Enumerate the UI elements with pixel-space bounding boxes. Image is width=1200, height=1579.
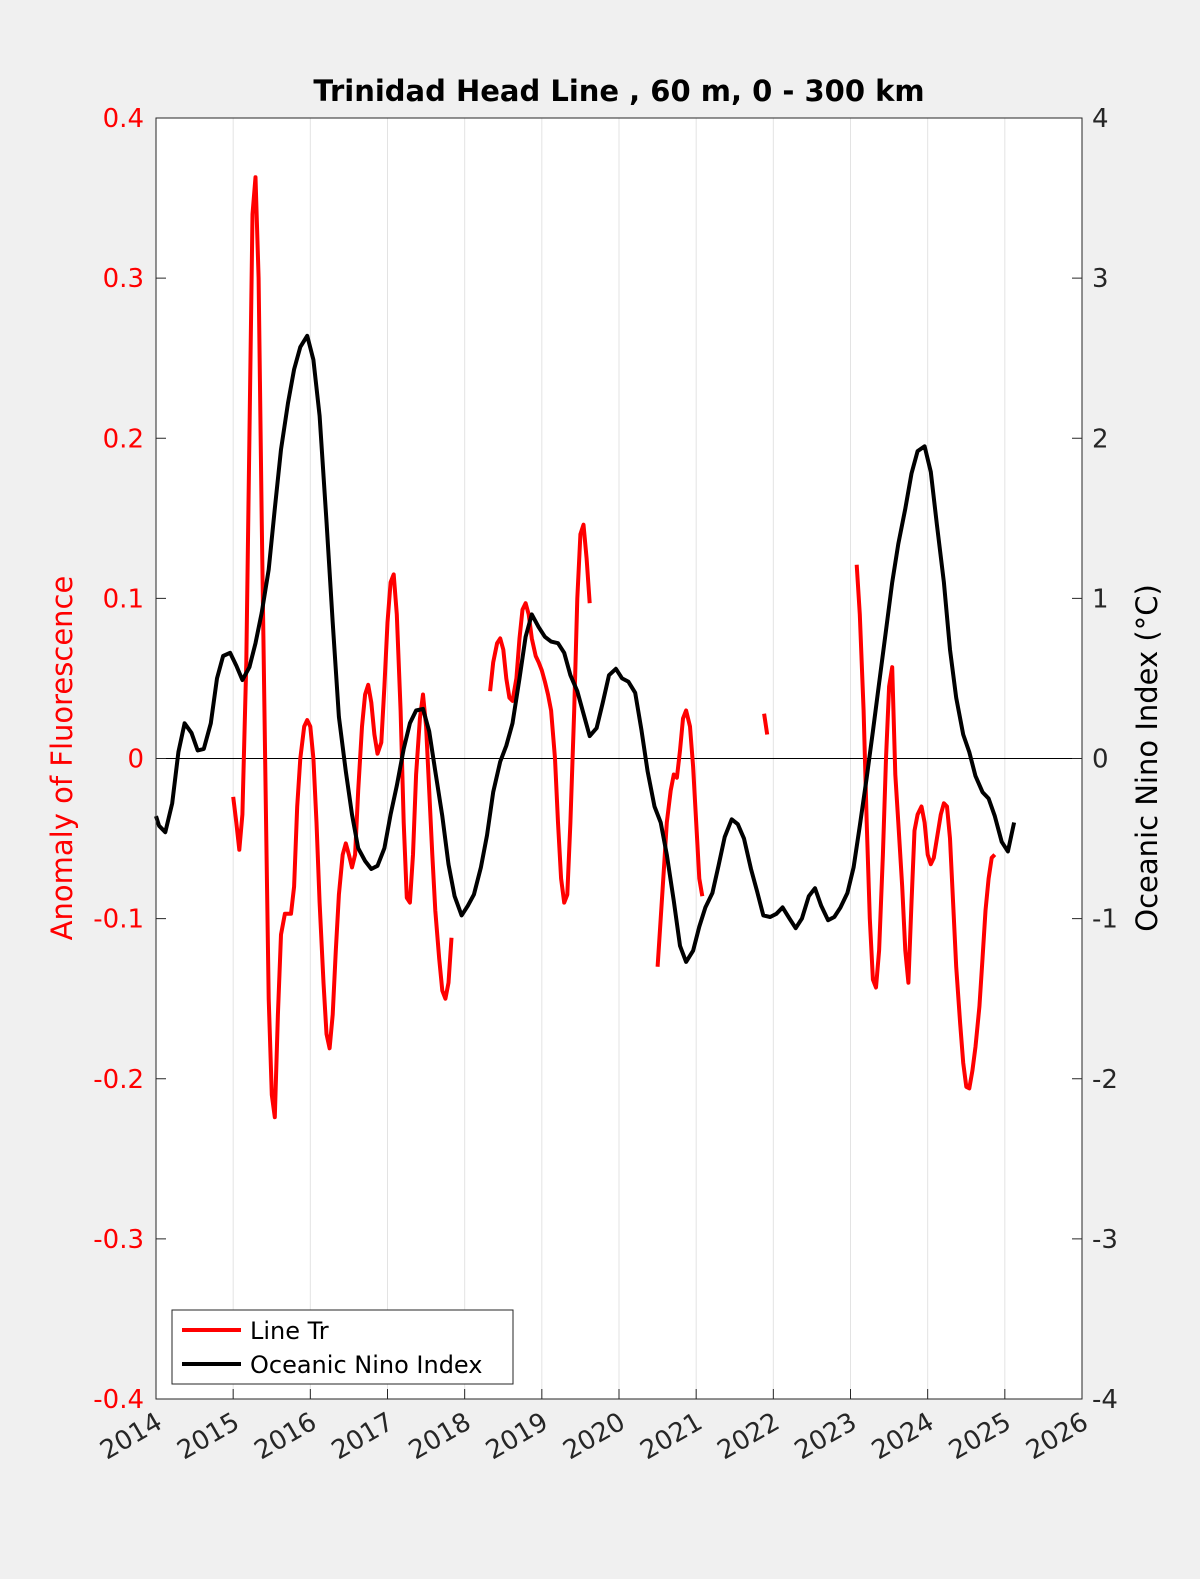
left-tick-label: 0.3 [103,264,144,294]
left-tick-label: 0.1 [103,584,144,614]
legend-label-oni: Oceanic Nino Index [250,1351,482,1379]
left-tick-label: 0 [127,745,144,775]
right-tick-label: 0 [1092,745,1109,775]
left-tick-label: 0.2 [103,424,144,454]
left-tick-label: -0.4 [93,1385,144,1415]
series-line-line-tr [231,175,454,1120]
series-lines [154,175,1017,1120]
legend-label-line-tr: Line Tr [250,1317,329,1345]
series-line-line-tr [488,522,592,905]
left-axis-label: Anomaly of Fluorescence [45,576,79,941]
legend-box [171,1309,514,1385]
left-tick-label: -0.1 [93,905,144,935]
legend: Line Tr Oceanic Nino Index [171,1309,514,1385]
right-tick-label: 2 [1092,424,1109,454]
right-axis-label: Oceanic Nino Index (°C) [1130,584,1164,932]
right-axis: -4 -3 -2 -1 0 1 2 3 4 [1072,104,1118,1415]
left-axis: -0.4 -0.3 -0.2 -0.1 0 0.1 0.2 0.3 0.4 [93,104,166,1415]
chart-title: Trinidad Head Line , 60 m, 0 - 300 km [313,74,924,108]
right-tick-label: -4 [1092,1385,1118,1415]
right-tick-label: 3 [1092,264,1109,294]
series-line-oceanic-nino-index [154,333,1017,964]
left-tick-label: -0.3 [93,1225,144,1255]
series-line-line-tr [854,564,997,1091]
right-tick-label: 1 [1092,584,1109,614]
right-tick-label: -2 [1092,1065,1118,1095]
series-line-line-tr [762,713,770,735]
right-tick-label: -3 [1092,1225,1118,1255]
left-tick-label: -0.2 [93,1065,144,1095]
left-tick-label: 0.4 [103,104,144,134]
right-tick-label: -1 [1092,905,1118,935]
right-tick-label: 4 [1092,104,1109,134]
